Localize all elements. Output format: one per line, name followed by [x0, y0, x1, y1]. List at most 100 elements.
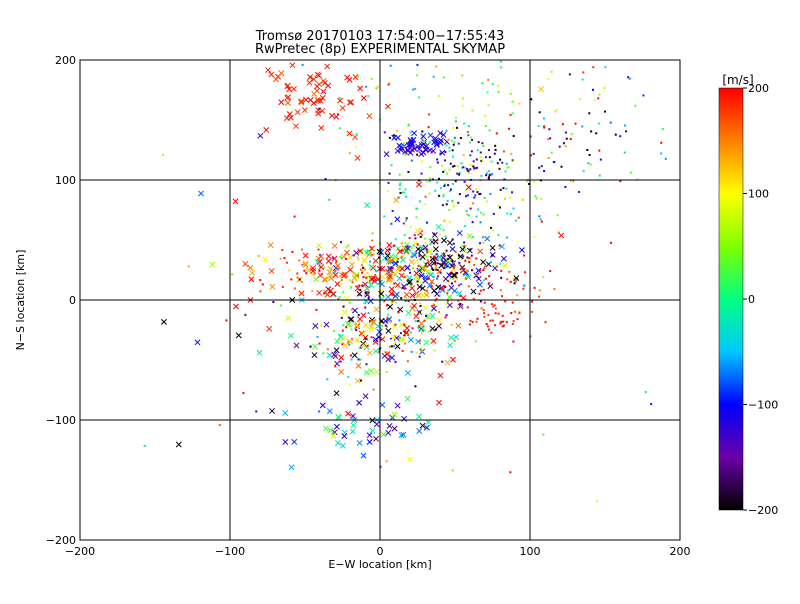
- data-point-dot: [454, 250, 457, 253]
- data-point-x: [446, 254, 453, 261]
- data-point-x: [401, 415, 408, 422]
- data-point-dot: [357, 258, 360, 261]
- data-point-dot: [418, 200, 421, 203]
- data-point-dot: [434, 328, 437, 331]
- data-point-dot: [466, 194, 469, 197]
- data-point-dot: [429, 177, 432, 180]
- data-point-x: [394, 134, 401, 141]
- data-point-dot: [469, 207, 472, 210]
- data-point-x: [413, 270, 420, 277]
- data-point-dot: [242, 392, 245, 395]
- data-point-dot: [446, 299, 449, 302]
- data-point-dot: [421, 130, 424, 133]
- data-point-x: [435, 223, 442, 230]
- data-point-x: [438, 262, 445, 269]
- data-point-dot: [479, 192, 482, 195]
- data-point-dot: [590, 130, 593, 133]
- data-point-dot: [365, 85, 368, 88]
- data-point-dot: [661, 127, 664, 130]
- data-point-dot: [367, 311, 370, 314]
- data-point-x: [247, 264, 254, 271]
- data-point-dot: [592, 66, 595, 69]
- data-point-x: [421, 265, 428, 272]
- data-point-dot: [309, 345, 312, 348]
- data-point-x: [391, 425, 398, 432]
- data-point-dot: [540, 198, 543, 201]
- data-point-dot: [571, 180, 574, 183]
- data-point-dot: [588, 112, 591, 115]
- data-point-dot: [380, 327, 383, 330]
- data-point-dot: [427, 276, 430, 279]
- data-point-dot: [407, 123, 410, 126]
- data-point-dot: [535, 197, 538, 200]
- data-point-dot: [499, 262, 502, 265]
- data-point-dot: [293, 215, 296, 218]
- data-point-dot: [449, 162, 452, 165]
- data-point-dot: [475, 158, 478, 161]
- data-point-dot: [367, 296, 370, 299]
- data-point-x: [420, 141, 427, 148]
- data-point-x: [395, 245, 402, 252]
- data-point-x: [422, 304, 429, 311]
- data-point-x: [339, 105, 346, 111]
- data-point-dot: [533, 286, 536, 289]
- data-point-dot: [342, 324, 345, 327]
- data-point-x: [356, 399, 363, 406]
- data-point-x: [344, 74, 351, 81]
- data-point-dot: [476, 166, 479, 169]
- data-point-dot: [471, 109, 474, 112]
- data-point-dot: [435, 297, 438, 300]
- data-point-x: [346, 130, 353, 137]
- data-point-dot: [441, 360, 444, 363]
- data-point-dot: [570, 133, 573, 136]
- colorbar-tick-label: 0: [748, 293, 755, 306]
- data-point-dot: [660, 141, 663, 144]
- data-point-dot: [419, 305, 422, 308]
- data-point-x: [398, 432, 405, 439]
- data-point-dot: [259, 279, 262, 282]
- data-point-dot: [419, 302, 422, 305]
- data-point-dot: [379, 253, 382, 256]
- data-point-dot: [393, 341, 396, 344]
- data-point-x: [415, 292, 422, 299]
- data-point-x: [325, 82, 332, 89]
- data-point-dot: [491, 319, 494, 322]
- data-point-x: [372, 336, 379, 343]
- data-point-x: [316, 258, 323, 265]
- data-point-dot: [489, 319, 492, 322]
- colorbar-tick-label: −100: [748, 399, 778, 412]
- data-point-dot: [455, 116, 458, 119]
- data-point-dot: [339, 241, 342, 244]
- data-point-dot: [445, 203, 448, 206]
- data-point-x: [394, 216, 401, 223]
- data-point-dot: [361, 284, 364, 287]
- data-point-x: [422, 274, 429, 281]
- data-point-dot: [467, 170, 470, 173]
- data-point-dot: [479, 156, 482, 159]
- data-point-dot: [427, 126, 430, 129]
- data-point-dot: [480, 211, 483, 214]
- data-point-dot: [410, 246, 413, 249]
- data-point-dot: [385, 350, 388, 353]
- data-point-dot: [443, 169, 446, 172]
- data-point-dot: [514, 310, 517, 313]
- data-point-dot: [598, 174, 601, 177]
- data-point-dot: [501, 295, 504, 298]
- data-point-dot: [472, 236, 475, 239]
- data-point-dot: [493, 304, 496, 307]
- data-point-dot: [424, 241, 427, 244]
- data-point-dot: [627, 76, 630, 79]
- data-point-dot: [468, 261, 471, 264]
- data-point-dot: [442, 254, 445, 257]
- colorbar-tick-label: 100: [748, 188, 769, 201]
- data-point-dot: [497, 312, 500, 315]
- y-tick-label: −100: [46, 414, 76, 427]
- data-point-dot: [438, 177, 441, 180]
- data-point-dot: [426, 259, 429, 262]
- data-point-dot: [385, 370, 388, 373]
- data-point-dot: [357, 75, 360, 78]
- data-point-dot: [481, 159, 484, 162]
- data-point-x: [285, 94, 292, 101]
- colorbar-tick-label: −200: [748, 504, 778, 517]
